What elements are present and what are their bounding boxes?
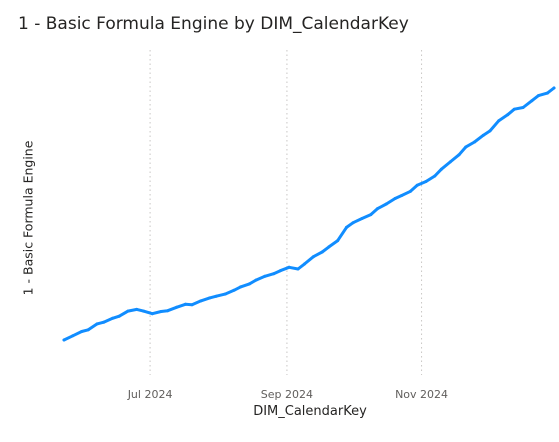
data-point bbox=[86, 328, 90, 332]
data-point bbox=[208, 296, 212, 300]
x-tick-label: Jul 2024 bbox=[127, 388, 173, 401]
series-line bbox=[62, 86, 556, 342]
data-point bbox=[111, 316, 115, 320]
data-point bbox=[457, 153, 461, 157]
data-point bbox=[497, 119, 501, 123]
data-point bbox=[409, 189, 412, 193]
data-point bbox=[190, 303, 194, 307]
data-point bbox=[464, 145, 468, 149]
data-point bbox=[150, 312, 154, 316]
data-point bbox=[433, 174, 437, 178]
data-point bbox=[552, 86, 556, 90]
data-point bbox=[239, 285, 243, 289]
data-point bbox=[278, 269, 282, 273]
data-point bbox=[247, 282, 251, 286]
data-point bbox=[135, 307, 139, 311]
data-point bbox=[473, 140, 476, 144]
data-point bbox=[415, 183, 419, 187]
data-point bbox=[183, 302, 187, 306]
data-point bbox=[345, 225, 348, 229]
data-point bbox=[512, 107, 516, 111]
data-point bbox=[360, 217, 364, 220]
data-point bbox=[481, 133, 485, 137]
data-point bbox=[272, 272, 276, 276]
data-point bbox=[537, 94, 540, 98]
x-axis-label: DIM_CalendarKey bbox=[253, 404, 367, 419]
data-point bbox=[521, 106, 525, 109]
data-point bbox=[223, 292, 227, 296]
data-point bbox=[448, 160, 452, 164]
data-point bbox=[142, 309, 145, 313]
data-point bbox=[375, 207, 379, 211]
data-point bbox=[336, 239, 340, 243]
data-point bbox=[303, 262, 307, 266]
data-point bbox=[400, 194, 404, 197]
data-point bbox=[488, 129, 492, 133]
chart-title: 1 - Basic Formula Engine by DIM_Calendar… bbox=[18, 14, 409, 34]
data-point bbox=[80, 330, 84, 333]
data-point bbox=[393, 197, 397, 200]
data-point bbox=[175, 305, 179, 309]
data-point bbox=[71, 334, 75, 338]
data-point bbox=[62, 338, 66, 342]
data-point bbox=[320, 250, 324, 254]
data-point bbox=[159, 310, 163, 313]
data-point bbox=[232, 288, 236, 292]
data-point bbox=[439, 167, 443, 171]
data-point bbox=[369, 213, 373, 217]
x-tick-label: Nov 2024 bbox=[395, 388, 448, 401]
data-point bbox=[287, 265, 291, 269]
data-point bbox=[384, 202, 388, 206]
x-tick-label: Sep 2024 bbox=[261, 388, 313, 401]
data-point bbox=[545, 91, 549, 95]
data-point bbox=[126, 309, 130, 313]
data-point bbox=[102, 320, 106, 324]
data-point bbox=[117, 314, 121, 318]
data-point bbox=[311, 255, 315, 259]
data-point bbox=[506, 113, 510, 117]
data-point bbox=[166, 309, 170, 313]
data-point bbox=[351, 221, 355, 225]
data-point bbox=[254, 278, 258, 282]
data-point bbox=[424, 180, 428, 183]
data-point bbox=[199, 299, 203, 303]
data-point bbox=[214, 294, 218, 298]
data-point bbox=[263, 274, 267, 278]
data-point bbox=[95, 322, 99, 326]
data-point bbox=[530, 99, 534, 103]
data-point bbox=[296, 267, 300, 271]
data-point bbox=[327, 245, 331, 249]
